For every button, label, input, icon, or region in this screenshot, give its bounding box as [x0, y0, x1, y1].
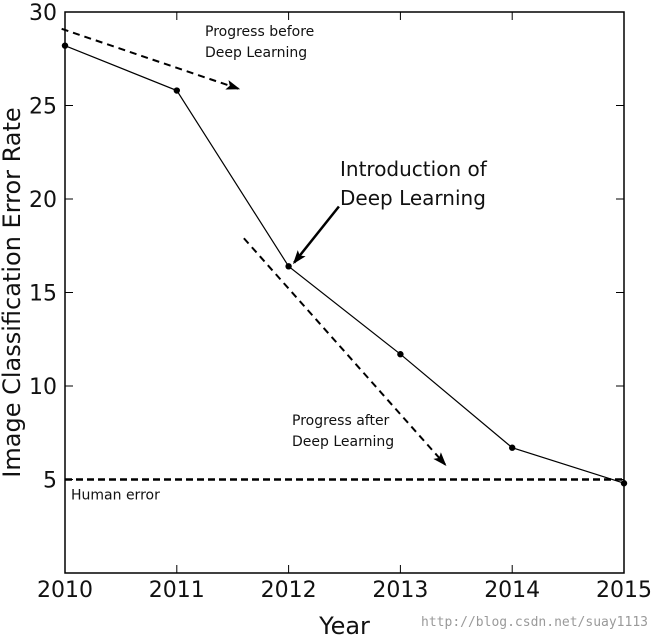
- data-point: [61, 42, 69, 49]
- x-tick-label: 2013: [372, 578, 428, 603]
- x-axis-label: Year: [318, 612, 370, 639]
- y-tick-label: 30: [29, 1, 57, 26]
- human-error-label: Human error: [71, 488, 160, 504]
- x-tick-label: 2010: [37, 578, 93, 603]
- annotation-arrow-after: [243, 237, 447, 467]
- reference-lines: Human error: [65, 478, 624, 504]
- data-point: [620, 480, 628, 487]
- data-point: [509, 444, 516, 451]
- x-tick-label: 2014: [484, 578, 540, 603]
- annotation-text-intro: Introduction of: [340, 157, 488, 181]
- y-tick-label: 25: [29, 95, 57, 120]
- y-tick-label: 10: [29, 375, 57, 400]
- annotation-text-after: Deep Learning: [292, 434, 394, 450]
- error-rate-series-line: [64, 45, 625, 484]
- data-point: [397, 351, 404, 358]
- y-tick-label: 15: [29, 282, 57, 307]
- y-axis-ticks: 5 10 15 20 25 30: [29, 1, 624, 494]
- y-tick-label: 5: [43, 469, 57, 494]
- x-tick-label: 2011: [149, 578, 205, 603]
- annotation-text-before: Deep Learning: [205, 45, 307, 61]
- x-axis-ticks: 2010 2011 2012 2013 2014 2015: [37, 12, 652, 603]
- annotation-text-after: Progress after: [292, 413, 390, 429]
- watermark-text: http://blog.csdn.net/suay1113: [421, 615, 648, 630]
- series-layer: [61, 42, 628, 487]
- y-tick-label: 20: [29, 188, 57, 213]
- data-point: [173, 87, 180, 94]
- annotations: Progress before Deep Learning Introduction…: [61, 24, 488, 467]
- x-tick-label: 2012: [261, 578, 317, 603]
- y-axis-label: Image Classification Error Rate: [0, 107, 26, 477]
- annotation-arrow-intro: [292, 205, 340, 265]
- annotation-text-before: Progress before: [205, 24, 314, 40]
- data-point: [285, 263, 292, 270]
- x-tick-label: 2015: [596, 578, 652, 603]
- annotation-text-intro: Deep Learning: [340, 186, 486, 210]
